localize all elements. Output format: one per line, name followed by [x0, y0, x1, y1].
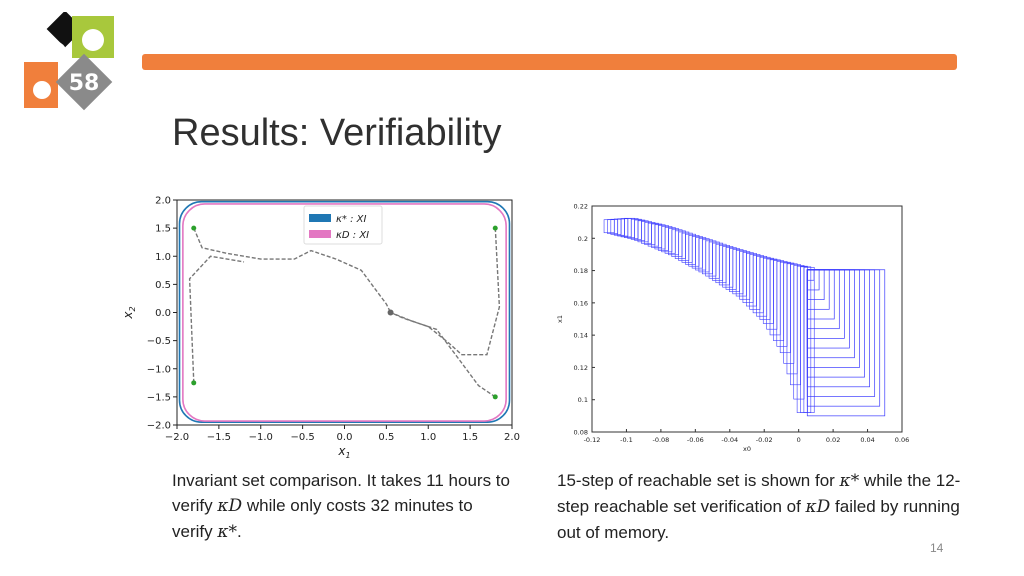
- x-tick-label: −2.0: [165, 432, 189, 443]
- x-tick-label: 0.06: [895, 436, 909, 444]
- x-tick-label: -0.12: [584, 436, 601, 444]
- x-tick-label: 0.5: [378, 432, 394, 443]
- caption-text: Invariant set comparison. It takes 11 ho…: [172, 471, 510, 515]
- y-tick-label: −1.0: [147, 364, 171, 375]
- legend-label-1: κ* : XI: [336, 214, 366, 225]
- x-tick-label: -0.06: [687, 436, 704, 444]
- invariant-set-plot: −2.0 −1.5 −1.0 −0.5 0.0 0.5 1.0 1.5 2.0 2.0 1.5 1.0…: [121, 196, 520, 461]
- caption-text: while the 12-step reachable set verifica…: [557, 471, 961, 516]
- x-tick-label: 1.5: [462, 432, 478, 443]
- reachable-set-plot: -0.12 -0.1 -0.08 -0.06 -0.04 -0.02 0 0.02 0.04 0.…: [556, 203, 909, 453]
- trajectory-path-2: [390, 228, 501, 356]
- trajectory-start-point-4: [492, 394, 498, 400]
- y-tick-label: 1.0: [155, 252, 171, 263]
- x-tick-label: 0.0: [337, 432, 353, 443]
- x-tick-label: −1.5: [207, 432, 231, 443]
- trajectory-path-3: [188, 255, 245, 383]
- x-tick-label: 0.02: [826, 436, 840, 444]
- y-axis-label: x2: [121, 306, 137, 319]
- x-tick-label: 1.0: [420, 432, 436, 443]
- y-tick-label: 0.1: [578, 396, 588, 404]
- trajectory-path-1: [193, 227, 392, 313]
- y-tick-label: 0.12: [574, 364, 588, 372]
- y-tick-label: 0.0: [155, 308, 171, 319]
- y-tick-label: 0.5: [155, 280, 171, 291]
- x-tick-label: -0.08: [652, 436, 669, 444]
- y-tick-label: 0.14: [574, 332, 588, 340]
- reachable-set-box: [803, 267, 815, 413]
- x-axis-label: x1: [337, 444, 350, 460]
- x-axis-label: x0: [743, 445, 751, 452]
- x-tick-label: -0.02: [756, 436, 773, 444]
- x-tick-label: −0.5: [290, 432, 314, 443]
- legend-swatch-1: [309, 214, 331, 222]
- caption-right: 15-step of reachable set is shown for κ*…: [557, 468, 977, 545]
- y-tick-label: 0.2: [578, 235, 588, 243]
- logo-gray-diamond-icon: [55, 53, 113, 111]
- x-tick-label: -0.1: [620, 436, 633, 444]
- page-number: 14: [930, 541, 944, 555]
- legend-swatch-2: [309, 230, 331, 238]
- slide-title: Results: Verifiability: [172, 112, 502, 154]
- y-tick-label: 0.16: [574, 299, 588, 307]
- caption-text: failed by running out of memory.: [557, 497, 960, 542]
- caption-math: κD: [217, 496, 243, 516]
- x-tick-label: 0: [797, 436, 801, 444]
- y-tick-label: −1.5: [147, 392, 171, 403]
- legend-label-2: κD : XI: [336, 230, 369, 241]
- reachable-set-boxes: [603, 217, 886, 417]
- x-tick-label: -0.04: [721, 436, 738, 444]
- invariant-set-curve-2: [182, 203, 507, 422]
- x-tick-label: −1.0: [249, 432, 273, 443]
- caption-left: Invariant set comparison. It takes 11 ho…: [172, 468, 512, 545]
- caption-math: κD: [805, 497, 831, 517]
- y-tick-label: 0.18: [574, 267, 588, 275]
- y-tick-label: 1.5: [155, 224, 171, 235]
- plot-frame: [591, 205, 903, 433]
- y-tick-label: 0.08: [574, 429, 588, 437]
- x-tick-label: 0.04: [860, 436, 874, 444]
- caption-text: 15-step of reachable set is shown for: [557, 471, 840, 490]
- invariant-set-curve-1: [178, 200, 511, 423]
- header-accent-bar: [142, 54, 957, 70]
- trajectory-end-point: [387, 309, 394, 316]
- y-tick-label: 0.22: [574, 203, 588, 211]
- caption-text: .: [237, 522, 242, 541]
- caption-math: κ*: [217, 522, 237, 542]
- trajectory-start-point-2: [492, 225, 498, 231]
- logo-badge-text: 58: [69, 71, 100, 96]
- y-tick-label: 2.0: [155, 196, 171, 207]
- trajectory-path-4: [390, 311, 496, 398]
- caption-text: while only costs 32 minutes to verify: [172, 496, 473, 541]
- y-tick-label: −0.5: [147, 336, 171, 347]
- y-tick-label: −2.0: [147, 421, 171, 432]
- reachable-set-box: [806, 269, 886, 417]
- logo: 58: [24, 12, 114, 111]
- trajectory-start-point-3: [191, 380, 197, 386]
- x-tick-label: 2.0: [504, 432, 520, 443]
- y-axis-label: x1: [556, 315, 564, 323]
- caption-math: κ*: [839, 471, 860, 491]
- trajectory-start-point-1: [191, 225, 197, 231]
